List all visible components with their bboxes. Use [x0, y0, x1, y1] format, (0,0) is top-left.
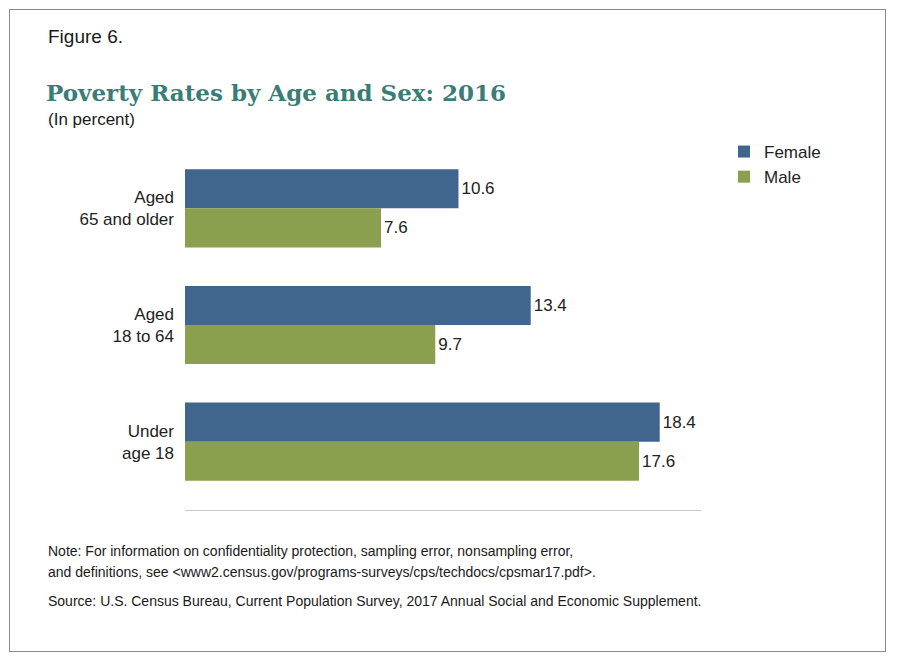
- svg-text:Poverty Rates by Age and Sex:: Poverty Rates by Age and Sex: 2016: [46, 79, 506, 106]
- svg-text:and definitions, see <www2.cen: and definitions, see <www2.census.gov/pr…: [48, 564, 596, 580]
- svg-text:Female: Female: [764, 143, 821, 162]
- svg-text:13.4: 13.4: [534, 296, 567, 315]
- svg-text:9.7: 9.7: [438, 335, 462, 354]
- svg-text:Note: For information on confi: Note: For information on confidentiality…: [48, 543, 573, 559]
- svg-text:Source: U.S. Census Bureau, Cu: Source: U.S. Census Bureau, Current Popu…: [48, 593, 701, 609]
- svg-text:10.6: 10.6: [461, 179, 494, 198]
- svg-text:(In percent): (In percent): [48, 110, 135, 129]
- svg-text:Underage 18: Underage 18: [122, 422, 174, 463]
- svg-text:Male: Male: [764, 168, 801, 187]
- svg-text:17.6: 17.6: [642, 452, 675, 471]
- svg-text:7.6: 7.6: [384, 218, 408, 237]
- svg-text:Aged65 and older: Aged65 and older: [79, 188, 174, 229]
- svg-text:18.4: 18.4: [663, 413, 696, 432]
- svg-text:Aged18 to 64: Aged18 to 64: [113, 305, 174, 346]
- svg-text:Figure 6.: Figure 6.: [48, 26, 123, 47]
